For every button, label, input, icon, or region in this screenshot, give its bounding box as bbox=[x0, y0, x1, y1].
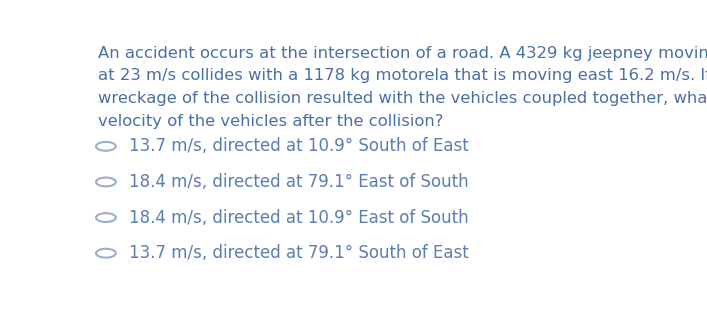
Text: 13.7 m/s, directed at 79.1° South of East: 13.7 m/s, directed at 79.1° South of Eas… bbox=[129, 244, 469, 262]
Text: 13.7 m/s, directed at 10.9° South of East: 13.7 m/s, directed at 10.9° South of Eas… bbox=[129, 137, 469, 155]
Text: 18.4 m/s, directed at 79.1° East of South: 18.4 m/s, directed at 79.1° East of Sout… bbox=[129, 173, 469, 191]
Text: An accident occurs at the intersection of a road. A 4329 kg jeepney moving south: An accident occurs at the intersection o… bbox=[98, 46, 707, 129]
Text: 18.4 m/s, directed at 10.9° East of South: 18.4 m/s, directed at 10.9° East of Sout… bbox=[129, 209, 469, 226]
